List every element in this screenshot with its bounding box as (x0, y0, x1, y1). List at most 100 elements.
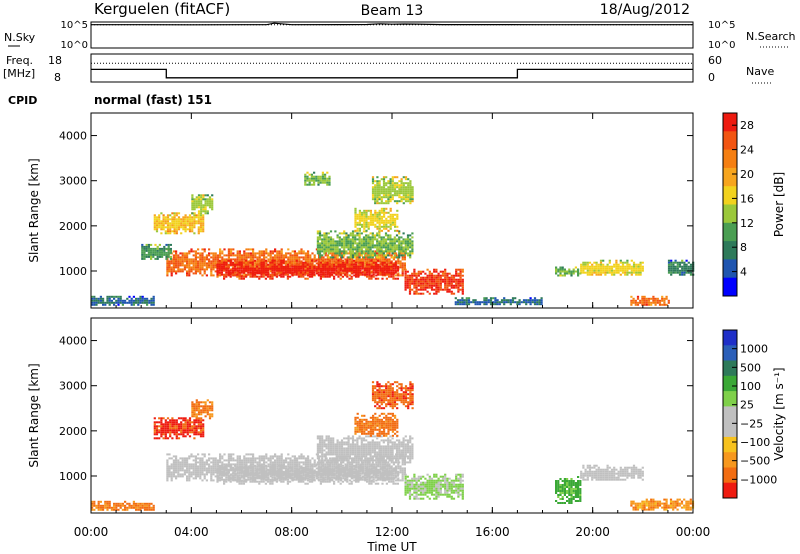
colorbar-swatch (723, 360, 737, 377)
nsky-tick-top: 10^5 (61, 20, 88, 31)
x-tick-label: 00:00 (74, 525, 109, 539)
y-tick-label: 3000 (59, 380, 87, 393)
colorbar-swatch (723, 482, 737, 499)
echo-region (153, 212, 205, 235)
echo-region (91, 500, 155, 511)
colorbar-tick-label: 24 (740, 144, 754, 157)
echo-region (304, 171, 331, 186)
colorbar-swatch (723, 467, 737, 484)
echo-region (454, 297, 543, 306)
freq-label-line2: [MHz] (3, 67, 35, 80)
colorbar-tick-label: 1000 (740, 343, 768, 356)
colorbar-swatch (723, 391, 737, 407)
freq-label-line1: Freq. (6, 54, 33, 67)
colorbar-swatch (723, 345, 737, 362)
y-tick-label: 4000 (59, 130, 87, 143)
echo-region (354, 207, 399, 232)
colorbar-title: Velocity [m s⁻¹] (772, 367, 786, 460)
power-colorbar: 4 8 12 16 20 24 28 Power [dB] (722, 112, 786, 297)
colorbar-tick-label: −100 (740, 436, 770, 449)
colorbar-swatch (723, 436, 737, 453)
data-cells (91, 171, 695, 306)
echo-region (141, 243, 172, 260)
power-panel: 1000 2000 3000 4000 Slant Range [km] (27, 112, 695, 309)
x-tick-label: 04:00 (174, 525, 209, 539)
nsearch-tick-bottom: 10^0 (708, 40, 735, 51)
colorbar-tick-label: −500 (740, 455, 770, 468)
echo-region (404, 268, 464, 295)
colorbar-frame (722, 329, 738, 499)
station-title: Kerguelen (fitACF) (94, 0, 230, 18)
freq-tick-bottom: 8 (54, 71, 61, 84)
frequency-panel: Freq. [MHz] 18 8 Nave 60 0 (3, 53, 774, 84)
echo-region (371, 381, 414, 410)
plot-background (91, 113, 693, 308)
x-tick-label: 00:00 (676, 525, 711, 539)
colorbar-swatch (723, 241, 737, 260)
nave-label: Nave (746, 65, 774, 78)
beam-title: Beam 13 (361, 3, 424, 19)
echo-region (555, 476, 582, 504)
freq-tick-top: 18 (48, 54, 62, 67)
colorbar-swatch (723, 222, 737, 242)
colorbar-swatch (723, 113, 737, 132)
y-axis-title: Slant Range [km] (27, 158, 41, 262)
colorbar-tick-label: 25 (740, 399, 754, 412)
colorbar-swatch (723, 186, 737, 205)
colorbar-swatch (723, 131, 737, 151)
colorbar-tick-label: 12 (740, 217, 754, 230)
x-tick-label: 08:00 (274, 525, 309, 539)
echo-region (316, 435, 414, 464)
colorbar-swatch (723, 167, 737, 187)
colorbar-tick-label: 16 (740, 192, 754, 205)
echo-region (630, 295, 670, 306)
colorbar-tick-label: −1000 (740, 473, 777, 486)
colorbar-swatch (723, 375, 737, 392)
echo-region (580, 464, 644, 481)
echo-region (216, 259, 399, 280)
echo-region (316, 230, 414, 259)
colorbar-swatch (723, 421, 737, 438)
colorbar-tick-label: −25 (740, 417, 763, 430)
colorbar-swatch (723, 330, 737, 346)
colorbar-tick-label: 100 (740, 380, 761, 393)
colorbar-swatch (723, 452, 737, 468)
x-tick-label: 20:00 (575, 525, 610, 539)
colorbar-swatch (723, 406, 737, 423)
velocity-colorbar: 1000 500 100 25 −25 −100 −500 −1000 Velocity [m … (722, 329, 786, 499)
echo-region (153, 417, 205, 440)
echo-region (580, 259, 644, 276)
y-tick-label: 3000 (59, 175, 87, 188)
echo-region (555, 266, 582, 277)
colorbar-title: Power [dB] (772, 172, 786, 237)
colorbar-tick-label: 20 (740, 168, 754, 181)
cpid-text: normal (fast) 151 (94, 93, 212, 107)
colorbar-tick-label: 4 (740, 266, 747, 279)
y-tick-label: 4000 (59, 335, 87, 348)
nave-tick-top: 60 (708, 54, 722, 67)
noise-panel: N.Sky 10^5 10^0 N.Search 10^5 10^0 (4, 20, 796, 51)
cpid-label: CPID (8, 94, 37, 107)
x-tick-label: 16:00 (475, 525, 510, 539)
x-tick-label: 12:00 (375, 525, 410, 539)
echo-region (404, 473, 464, 500)
echo-region (191, 399, 214, 420)
nsearch-label: N.Search (746, 30, 796, 43)
nsky-label: N.Sky (4, 31, 36, 44)
velocity-panel: 00:00 04:00 08:00 12:00 16:00 20:00 00:00 1000 2… (27, 317, 711, 539)
nave-tick-bottom: 0 (708, 71, 715, 84)
colorbar-swatch (723, 149, 737, 169)
echo-region (371, 176, 414, 205)
data-cells (91, 381, 695, 511)
x-axis-title: Time UT (366, 540, 417, 554)
y-axis-title: Slant Range [km] (27, 363, 41, 467)
colorbar-swatch (723, 204, 737, 224)
y-tick-label: 1000 (59, 470, 87, 483)
colorbar-frame (722, 112, 738, 297)
echo-region (191, 194, 214, 215)
y-tick-label: 2000 (59, 220, 87, 233)
colorbar-tick-label: 500 (740, 361, 761, 374)
echo-region (216, 464, 399, 485)
echo-region (354, 412, 399, 437)
frequency-line (91, 68, 693, 79)
